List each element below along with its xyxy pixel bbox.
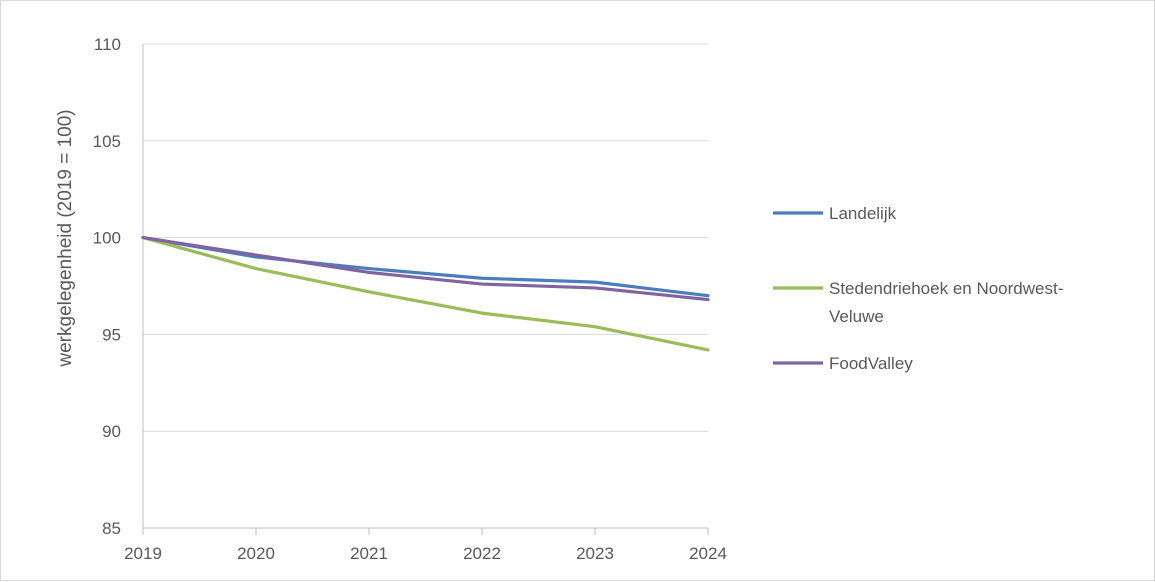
y-tick-label-110: 110 <box>94 35 121 54</box>
x-tick-label-2019: 2019 <box>124 544 162 563</box>
legend-label-line: Stedendriehoek en Noordwest- <box>829 279 1063 298</box>
axes <box>142 44 709 535</box>
series-line-stedendriehoek-en-noordwest-veluwe <box>141 236 710 352</box>
y-tick-label-100: 100 <box>93 229 121 248</box>
y-tick-label-95: 95 <box>102 325 121 344</box>
x-tick-label-2020: 2020 <box>237 544 275 563</box>
x-tick-label-2022: 2022 <box>463 544 501 563</box>
series-line-landelijk <box>141 236 710 298</box>
series-lines <box>141 236 710 352</box>
x-tick-label-2021: 2021 <box>350 544 388 563</box>
y-tick-label-90: 90 <box>102 422 121 441</box>
legend-label-line: Landelijk <box>829 204 897 223</box>
series-line-foodvalley <box>141 236 710 302</box>
legend-label-foodvalley: FoodValley <box>829 354 913 373</box>
tick-labels: 85 90 95 100 105 110 2019 2020 2021 2022 2023 2024 <box>93 35 727 563</box>
x-tick-label-2024: 2024 <box>689 544 727 563</box>
legend-label-landelijk: Landelijk <box>829 204 897 223</box>
y-tick-label-105: 105 <box>93 132 121 151</box>
legend-label-line: Veluwe <box>829 307 884 326</box>
y-tick-label-85: 85 <box>102 519 121 538</box>
legend-label-line: FoodValley <box>829 354 913 373</box>
legend-label-stedendriehoek-en-noordwest-veluwe: Stedendriehoek en Noordwest- Veluwe <box>829 279 1063 326</box>
y-axis-title: werkgelegenheid (2019 = 100) <box>55 109 76 367</box>
legend: Landelijk Stedendriehoek en Noordwest- Vel… <box>773 204 1063 373</box>
gridlines <box>143 43 708 432</box>
x-tick-label-2023: 2023 <box>576 544 614 563</box>
